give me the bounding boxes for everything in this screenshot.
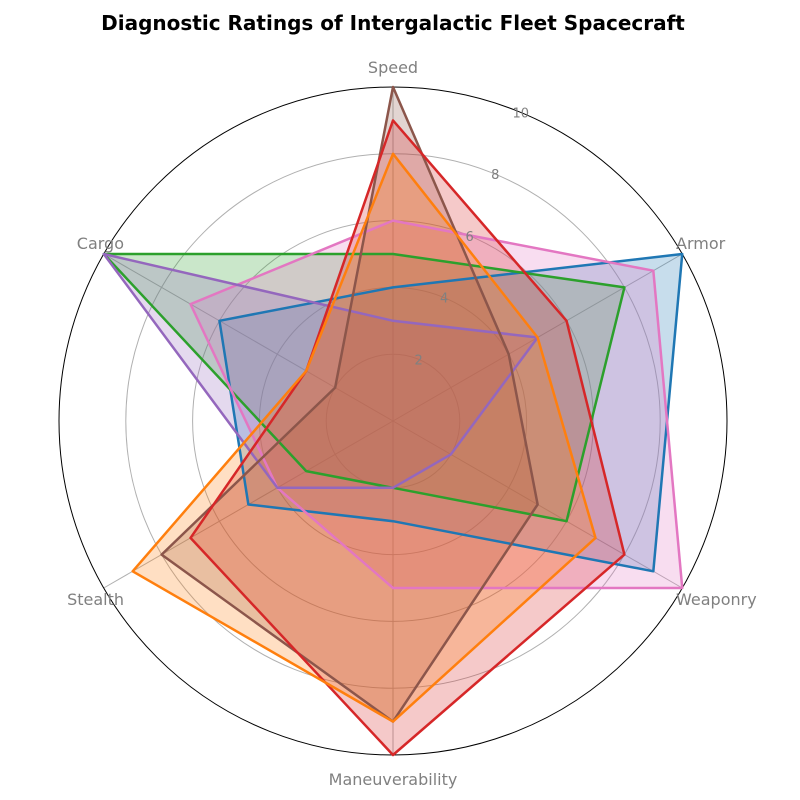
axis-label-speed: Speed [368, 58, 418, 77]
tick-label-8: 8 [491, 168, 499, 183]
series-fill-1 [219, 254, 683, 572]
series-line-3 [189, 219, 684, 590]
tick-label-10: 10 [513, 106, 530, 121]
tick-label-2: 2 [414, 353, 422, 368]
series-fill-6 [190, 120, 625, 755]
axis-labels: Speed Armor Weaponry Maneuverability Stealth… [67, 58, 757, 789]
series-layer [102, 85, 684, 757]
series-line-7 [131, 152, 597, 723]
series-fill-7 [132, 153, 596, 722]
tick-label-6: 6 [466, 230, 474, 245]
grid-spoke [103, 253, 394, 422]
axis-label-armor: Armor [676, 234, 726, 253]
series-fill-5 [161, 87, 538, 722]
tick-label-4: 4 [440, 292, 448, 307]
axis-label-weaponry: Weaponry [676, 590, 757, 609]
axis-label-maneuverability: Maneuverability [329, 770, 458, 789]
series-fill-4 [103, 254, 538, 488]
axis-label-cargo: Cargo [77, 234, 124, 253]
series-line-1 [218, 252, 684, 573]
chart-title: Diagnostic Ratings of Intergalactic Flee… [101, 11, 685, 35]
axis-label-stealth: Stealth [67, 590, 124, 609]
tick-labels: 2 4 6 8 10 [414, 106, 529, 368]
